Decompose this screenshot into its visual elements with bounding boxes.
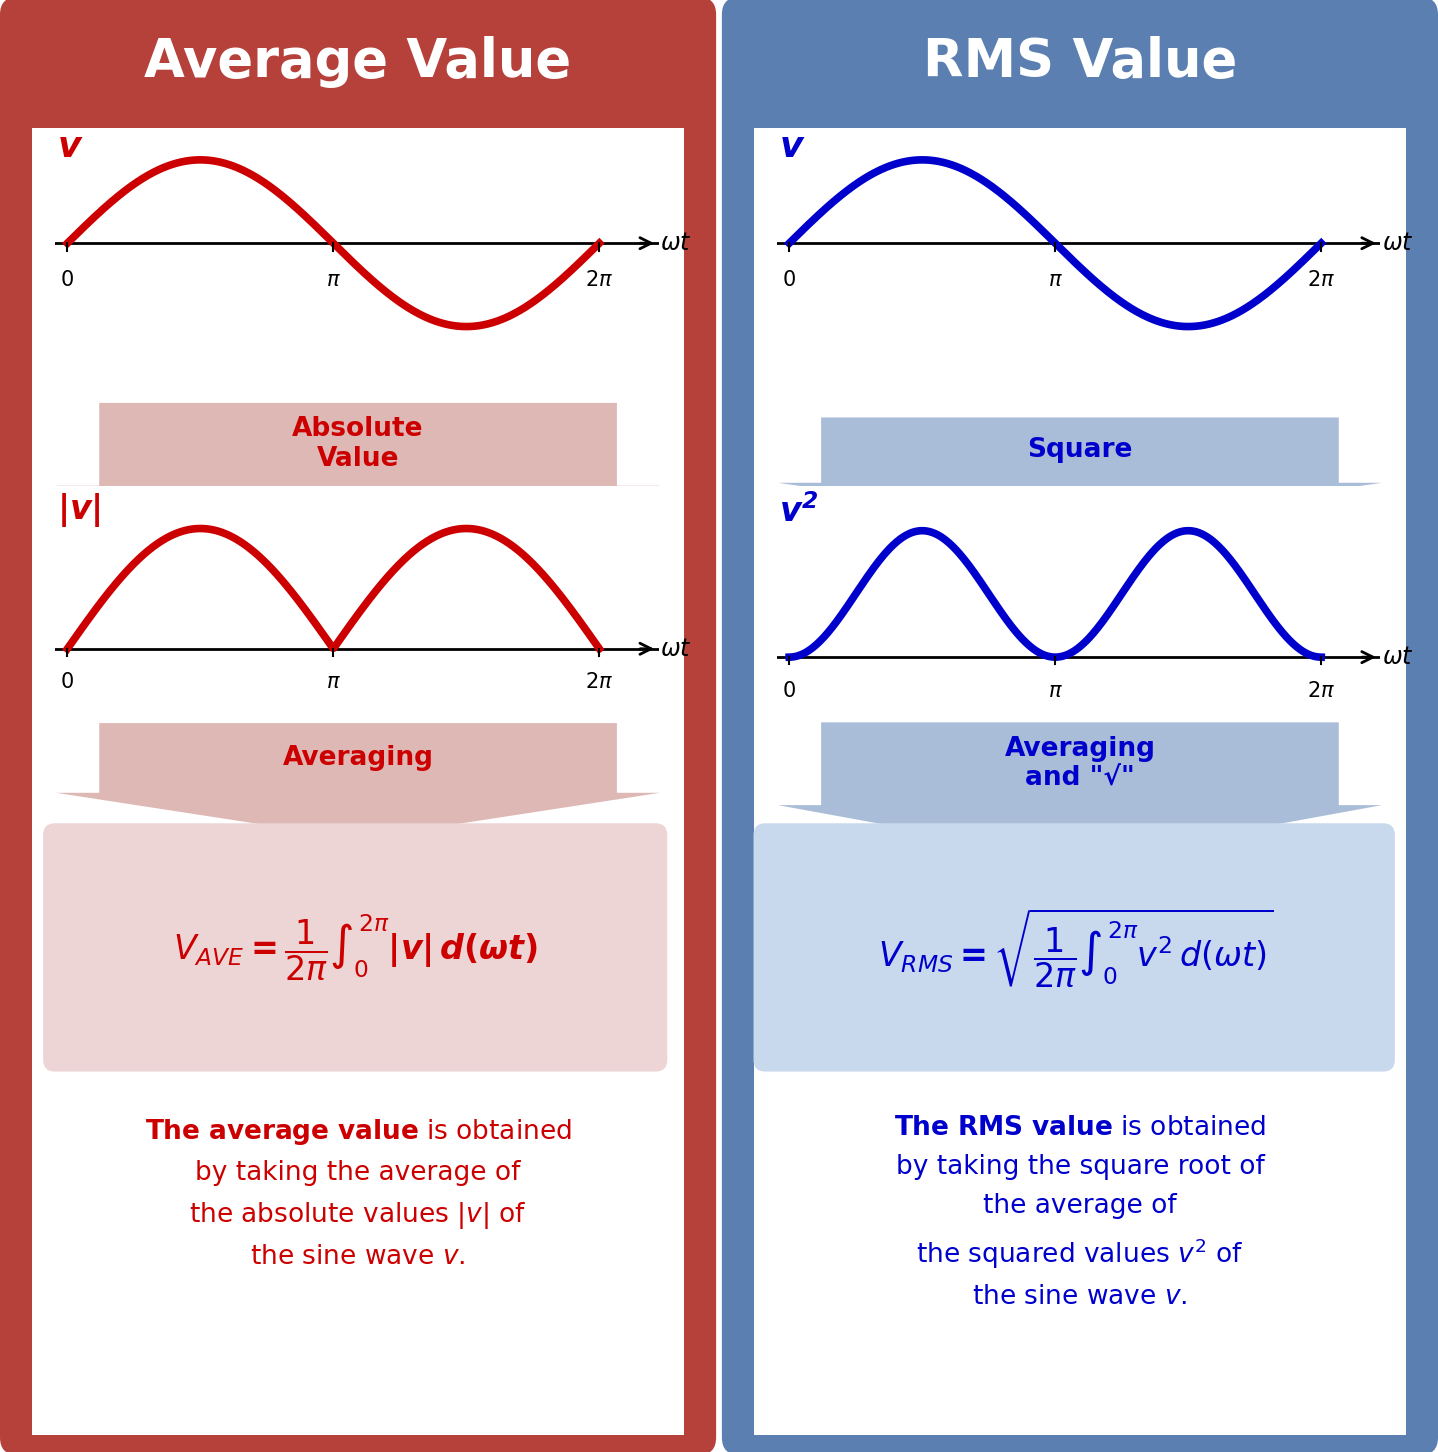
Text: $\omega t$: $\omega t$: [1382, 231, 1414, 256]
Text: $\pi$: $\pi$: [1048, 270, 1063, 290]
Polygon shape: [56, 723, 660, 839]
Text: 0: 0: [60, 270, 73, 290]
Text: $\pi$: $\pi$: [326, 672, 341, 693]
Text: Absolute
Value: Absolute Value: [292, 417, 424, 472]
Text: 0: 0: [782, 681, 795, 701]
Text: 0: 0: [782, 270, 795, 290]
Text: $2\pi$: $2\pi$: [1307, 681, 1336, 701]
Text: $2\pi$: $2\pi$: [585, 270, 614, 290]
FancyBboxPatch shape: [722, 0, 1438, 1452]
Text: $\bfit{v}$: $\bfit{v}$: [58, 131, 83, 164]
Text: $\mathbf{The\ average\ value}$ is obtained
by taking the average of
the absolute: $\mathbf{The\ average\ value}$ is obtain…: [145, 1117, 571, 1270]
Text: $\omega t$: $\omega t$: [660, 637, 692, 661]
FancyBboxPatch shape: [32, 128, 684, 1435]
Text: $2\pi$: $2\pi$: [585, 672, 614, 693]
Text: $\boldsymbol{V_{AVE} = \dfrac{1}{2\pi}\int_0^{2\pi}|v|\,d(\omega t)}$: $\boldsymbol{V_{AVE} = \dfrac{1}{2\pi}\i…: [173, 913, 538, 983]
FancyBboxPatch shape: [754, 128, 1406, 1435]
Text: $\omega t$: $\omega t$: [660, 231, 692, 256]
Text: 0: 0: [60, 672, 73, 693]
Text: $\pi$: $\pi$: [1048, 681, 1063, 701]
Text: $2\pi$: $2\pi$: [1307, 270, 1336, 290]
Polygon shape: [778, 722, 1382, 860]
Text: $\bfit{v}$: $\bfit{v}$: [779, 131, 805, 164]
FancyBboxPatch shape: [754, 823, 1395, 1072]
Text: Average Value: Average Value: [144, 36, 572, 89]
Text: $\pi$: $\pi$: [326, 270, 341, 290]
Text: $\bfit{|v|}$: $\bfit{|v|}$: [58, 491, 101, 530]
FancyBboxPatch shape: [43, 823, 667, 1072]
FancyBboxPatch shape: [0, 0, 716, 1452]
Text: Averaging: Averaging: [282, 745, 434, 771]
Polygon shape: [56, 402, 660, 540]
Text: RMS Value: RMS Value: [923, 36, 1237, 89]
Text: $\boldsymbol{V_{RMS} = \sqrt{\dfrac{1}{2\pi}\int_0^{2\pi}v^2\,d(\omega t)}}$: $\boldsymbol{V_{RMS} = \sqrt{\dfrac{1}{2…: [877, 906, 1274, 990]
Text: Averaging
and "√": Averaging and "√": [1004, 736, 1156, 791]
Polygon shape: [778, 418, 1382, 526]
Text: $\omega t$: $\omega t$: [1382, 645, 1414, 669]
Text: $\mathbf{The\ RMS\ value}$ is obtained
by taking the square root of
the average : $\mathbf{The\ RMS\ value}$ is obtained b…: [894, 1115, 1265, 1310]
Text: $\bfit{v^2}$: $\bfit{v^2}$: [779, 494, 818, 529]
Text: Square: Square: [1027, 437, 1133, 463]
